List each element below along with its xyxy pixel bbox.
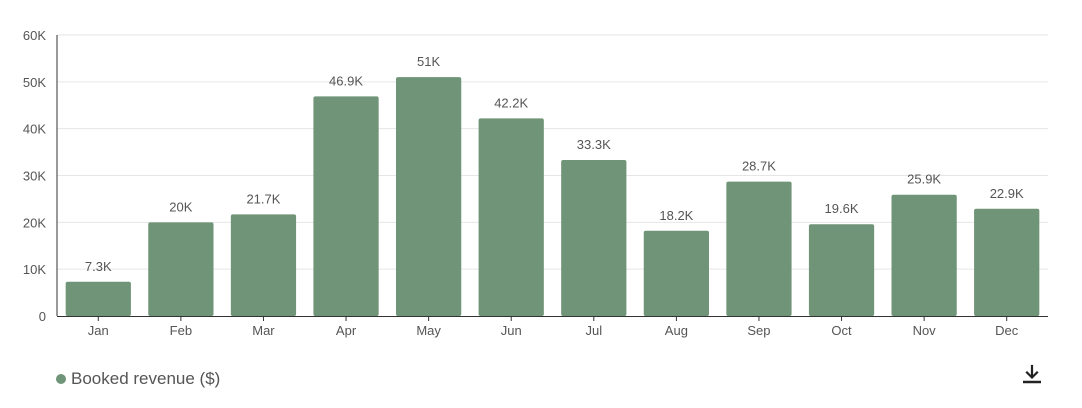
download-icon xyxy=(1023,364,1041,384)
y-tick-label: 60K xyxy=(23,28,46,43)
bar[interactable] xyxy=(396,77,462,317)
data-label: 21.7K xyxy=(246,191,280,206)
bar[interactable] xyxy=(974,208,1040,316)
x-tick-label: Aug xyxy=(665,323,688,338)
data-label: 19.6K xyxy=(825,201,859,216)
bar[interactable] xyxy=(148,222,214,316)
bar[interactable] xyxy=(478,118,544,316)
data-label: 28.7K xyxy=(742,159,776,174)
bar[interactable] xyxy=(643,230,709,316)
x-tick-label: Oct xyxy=(831,323,852,338)
x-tick-label: Feb xyxy=(170,323,192,338)
y-tick-label: 40K xyxy=(23,122,46,137)
data-label: 20K xyxy=(169,199,192,214)
legend-swatch xyxy=(56,374,66,384)
bar[interactable] xyxy=(808,224,875,316)
bar[interactable] xyxy=(561,160,627,316)
legend[interactable]: Booked revenue ($) xyxy=(56,367,220,391)
y-tick-label: 50K xyxy=(23,75,46,90)
download-button[interactable] xyxy=(1018,360,1046,388)
bar-chart: 0 10K 20K 30K 40K 50K 60K 7.3K Jan 20K Feb 21.7K Mar… xyxy=(23,28,1048,338)
data-label: 25.9K xyxy=(907,172,941,187)
bar[interactable] xyxy=(891,194,957,316)
data-label: 42.2K xyxy=(494,95,528,110)
data-label: 46.9K xyxy=(329,73,363,88)
data-label: 18.2K xyxy=(659,208,693,223)
data-label: 7.3K xyxy=(85,259,112,274)
x-tick-label: Dec xyxy=(995,323,1019,338)
y-tick-label: 10K xyxy=(23,262,46,277)
x-tick-label: May xyxy=(416,323,441,338)
data-label: 33.3K xyxy=(577,137,611,152)
x-tick-label: Mar xyxy=(252,323,275,338)
y-tick-label: 30K xyxy=(23,169,46,184)
data-label: 22.9K xyxy=(990,186,1024,201)
data-label: 51K xyxy=(417,54,440,69)
bar[interactable] xyxy=(230,214,297,316)
x-tick-label: Nov xyxy=(913,323,937,338)
x-tick-label: Apr xyxy=(336,323,357,338)
x-tick-label: Jun xyxy=(501,323,522,338)
x-tick-label: Jan xyxy=(88,323,109,338)
x-tick-label: Jul xyxy=(585,323,602,338)
bar[interactable] xyxy=(65,281,131,316)
bar[interactable] xyxy=(726,181,792,316)
bar[interactable] xyxy=(313,96,379,316)
y-tick-label: 0 xyxy=(39,309,46,324)
x-tick-label: Sep xyxy=(747,323,770,338)
legend-label: Booked revenue ($) xyxy=(71,369,221,388)
y-tick-label: 20K xyxy=(23,215,46,230)
